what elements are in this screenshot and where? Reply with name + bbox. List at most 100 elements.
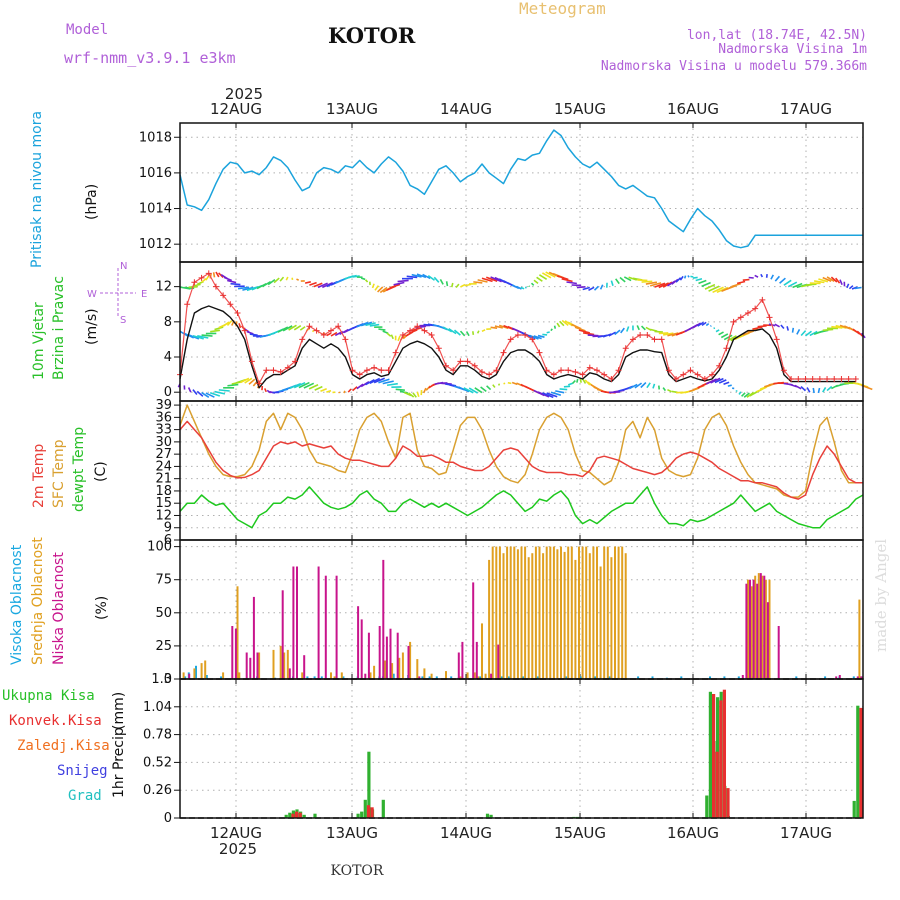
wind-barb (561, 319, 569, 326)
cloud-bar (516, 549, 519, 679)
wind-gust-marker (421, 327, 428, 334)
wind-barb (683, 275, 687, 279)
wind-barb (822, 386, 827, 393)
cloud-bar (768, 579, 771, 679)
cloud-bar (749, 579, 751, 679)
wind-barb (416, 391, 420, 397)
precip-bar (295, 811, 299, 818)
wind-barb (593, 285, 599, 291)
cloud-bar (281, 590, 284, 679)
wind-barb (542, 392, 554, 399)
wind-barb (774, 323, 780, 328)
bottom-day-label: 17AUG (780, 824, 832, 842)
wind-gust-marker (292, 358, 299, 365)
wind-barb (352, 386, 358, 392)
y-tick-label: 8 (164, 315, 172, 330)
wind-barb (720, 333, 729, 339)
wind-barb (389, 283, 401, 289)
wind-barb (826, 385, 833, 392)
wind-gust-marker (802, 376, 809, 383)
wind-gust-marker (522, 332, 529, 339)
wind-barb (299, 326, 306, 331)
wind-gust-marker (486, 371, 493, 378)
cloud-bar (756, 583, 759, 679)
cloud-bar (777, 626, 780, 679)
y-tick-label: 1.04 (143, 700, 172, 715)
wind-barb (690, 275, 694, 278)
cloud-bar (858, 599, 861, 679)
wind-barb (662, 332, 674, 336)
cloud-bar (835, 676, 838, 679)
wind-barb (386, 332, 392, 337)
wind-barb (537, 334, 545, 338)
wind-gust-marker (277, 368, 284, 375)
precip-bar (726, 788, 730, 818)
cloud-bar (461, 641, 464, 679)
wind-barb (303, 382, 315, 389)
cloud-bar (759, 573, 762, 679)
wind-barb (614, 329, 621, 336)
wind-gust-marker (299, 336, 306, 343)
cloud-bar (856, 676, 859, 679)
cloud-bar (272, 649, 275, 679)
wind-gust-marker (378, 367, 385, 374)
lonlat-label: lon,lat (18.74E, 42.5N) (687, 28, 867, 43)
wind-barb (485, 276, 498, 282)
cloud-bar (542, 553, 545, 679)
wind-barb (579, 378, 582, 383)
wind-barb (369, 377, 381, 384)
cloud-bar (507, 676, 510, 679)
wind-barb (563, 385, 571, 388)
cloud-bar (423, 668, 426, 679)
cloud-bar (335, 575, 338, 679)
wind-gust-marker (658, 336, 665, 343)
wind-barb (757, 325, 767, 328)
cloud-bar (401, 652, 404, 679)
wind-barb (288, 324, 297, 331)
wind-barb (314, 385, 323, 391)
cloud-bar (416, 659, 419, 679)
wind-gust-marker (493, 367, 500, 374)
wind-barb (455, 283, 460, 289)
y-tick-label: 50 (155, 606, 172, 621)
model-elevation-label: Nadmorska Visina u modelu 579.366m (601, 59, 867, 74)
wind-barb (792, 282, 803, 289)
wind-gust-marker (450, 367, 457, 374)
precip-title: 1hr Precip (111, 727, 127, 798)
wind-gust-marker (795, 376, 802, 383)
precip-panel: 0 0.26 0.52 0.78 1.04 1.3 (143, 672, 864, 826)
cloud-bar (741, 675, 744, 679)
wind-barb (474, 387, 483, 394)
wind-barb (542, 272, 552, 279)
cloud-bar (614, 546, 616, 679)
dewpt-line (179, 486, 864, 529)
cloud-bar (184, 676, 187, 679)
cloud-bar (288, 668, 291, 679)
cloud-bar (763, 575, 766, 679)
cloud-bar (477, 676, 480, 679)
wind-gust-marker (256, 380, 263, 387)
precip-bar (852, 800, 856, 818)
wind-gust-marker (788, 376, 795, 383)
wind-barb (520, 286, 525, 290)
wind-gust-marker (543, 367, 550, 374)
wind-barb (326, 389, 332, 393)
wind-gust-marker (593, 367, 600, 374)
wind-gust-marker (220, 292, 227, 299)
wind-barb (716, 286, 729, 294)
wind-barb (708, 285, 720, 292)
wind-barb (237, 286, 250, 290)
y-tick-label: 12 (155, 280, 172, 295)
wind-barb (679, 275, 684, 281)
wind-unit: (m/s) (84, 308, 100, 345)
precip-bar (313, 813, 317, 818)
cloud-bar (279, 645, 282, 679)
wind-barb (360, 277, 366, 281)
temp-unit: (C) (93, 461, 109, 482)
wind-barb (463, 387, 474, 394)
y-tick-label: 0.78 (143, 728, 172, 743)
wind-barb (649, 282, 662, 287)
wind-barb (369, 323, 380, 327)
wind-gust-marker (335, 323, 342, 330)
